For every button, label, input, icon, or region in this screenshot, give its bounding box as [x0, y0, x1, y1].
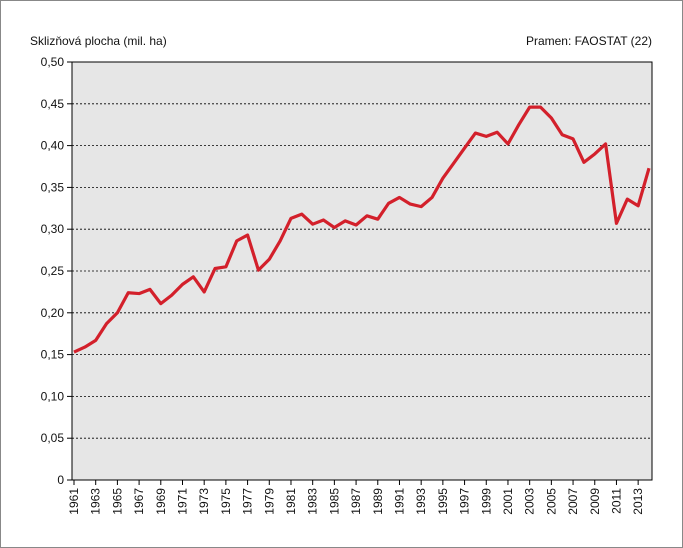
x-tick-label: 2007: [566, 488, 580, 515]
source: Pramen: FAOSTAT (22): [526, 34, 652, 48]
x-tick-label: 2009: [588, 488, 602, 515]
x-tick-label: 1995: [436, 488, 450, 515]
x-tick-label: 1987: [349, 488, 363, 515]
x-tick-label: 1983: [306, 488, 320, 515]
x-tick-label: 1969: [154, 488, 168, 515]
y-tick-label: 0,25: [41, 264, 65, 278]
x-tick-label: 1961: [67, 488, 81, 515]
x-tick-label: 1967: [132, 488, 146, 515]
x-tick-label: 1993: [414, 488, 428, 515]
x-tick-label: 2001: [501, 488, 515, 515]
x-tick-label: 1965: [110, 488, 124, 515]
x-tick-label: 2003: [523, 488, 537, 515]
x-tick-label: 1973: [197, 488, 211, 515]
x-tick-label: 1977: [241, 488, 255, 515]
x-tick-label: 1981: [284, 488, 298, 515]
y-tick-label: 0,05: [41, 431, 65, 445]
y-tick-label: 0,15: [41, 348, 65, 362]
y-tick-label: 0,20: [41, 306, 65, 320]
y-tick-label: 0,50: [41, 55, 65, 69]
y-tick-label: 0,35: [41, 180, 65, 194]
x-tick-label: 1971: [175, 488, 189, 515]
x-tick-label: 2011: [609, 488, 623, 514]
x-tick-label: 1991: [392, 488, 406, 515]
y-tick-label: 0,10: [41, 389, 65, 403]
plot-border: [71, 61, 653, 481]
y-tick-label: 0,40: [41, 139, 65, 153]
data-line: [73, 105, 651, 354]
x-tick-label: 1989: [371, 488, 385, 515]
x-tick-label: 1997: [458, 488, 472, 515]
x-tick-label: 1999: [479, 488, 493, 515]
x-tick-label: 1985: [327, 488, 341, 515]
x-tick-label: 1975: [219, 488, 233, 515]
y-tick-label: 0,45: [41, 97, 65, 111]
y-tick-label: 0: [57, 473, 64, 487]
y-tick-label: 0,30: [41, 222, 65, 236]
x-tick-label: 2005: [544, 488, 558, 515]
y-axis-label: Sklizňová plocha (mil. ha): [30, 34, 167, 48]
x-tick-label: 1963: [89, 488, 103, 515]
x-tick-label: 1979: [262, 488, 276, 515]
x-tick-label: 2013: [631, 488, 645, 515]
